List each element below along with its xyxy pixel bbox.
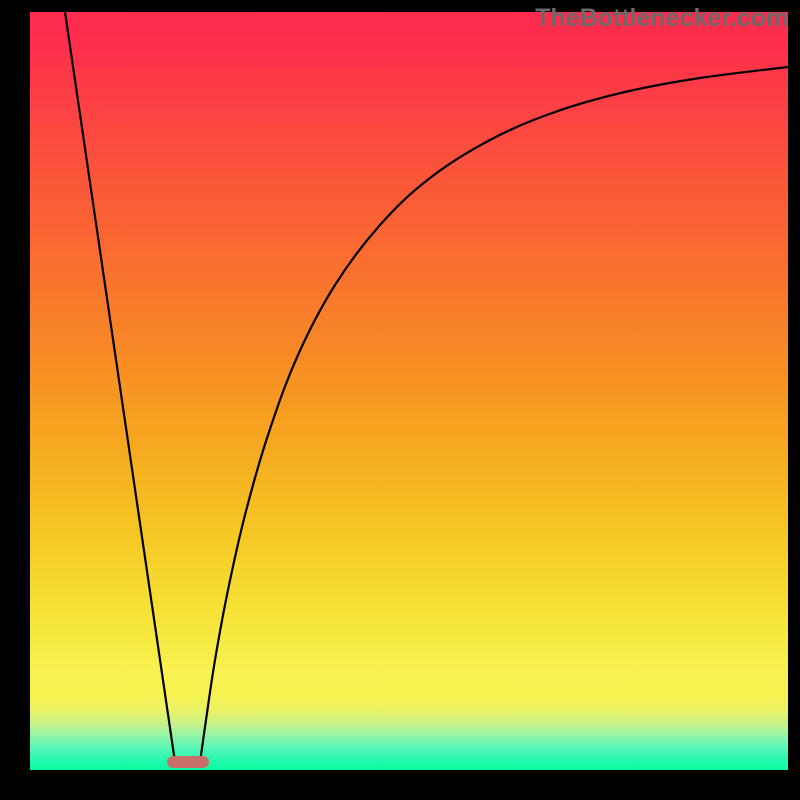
bottleneck-chart: TheBottlenecker.com <box>0 0 800 800</box>
chart-svg <box>0 0 800 800</box>
highlight-marker <box>167 756 209 768</box>
plot-area <box>30 12 788 770</box>
watermark-text: TheBottlenecker.com <box>535 4 788 33</box>
